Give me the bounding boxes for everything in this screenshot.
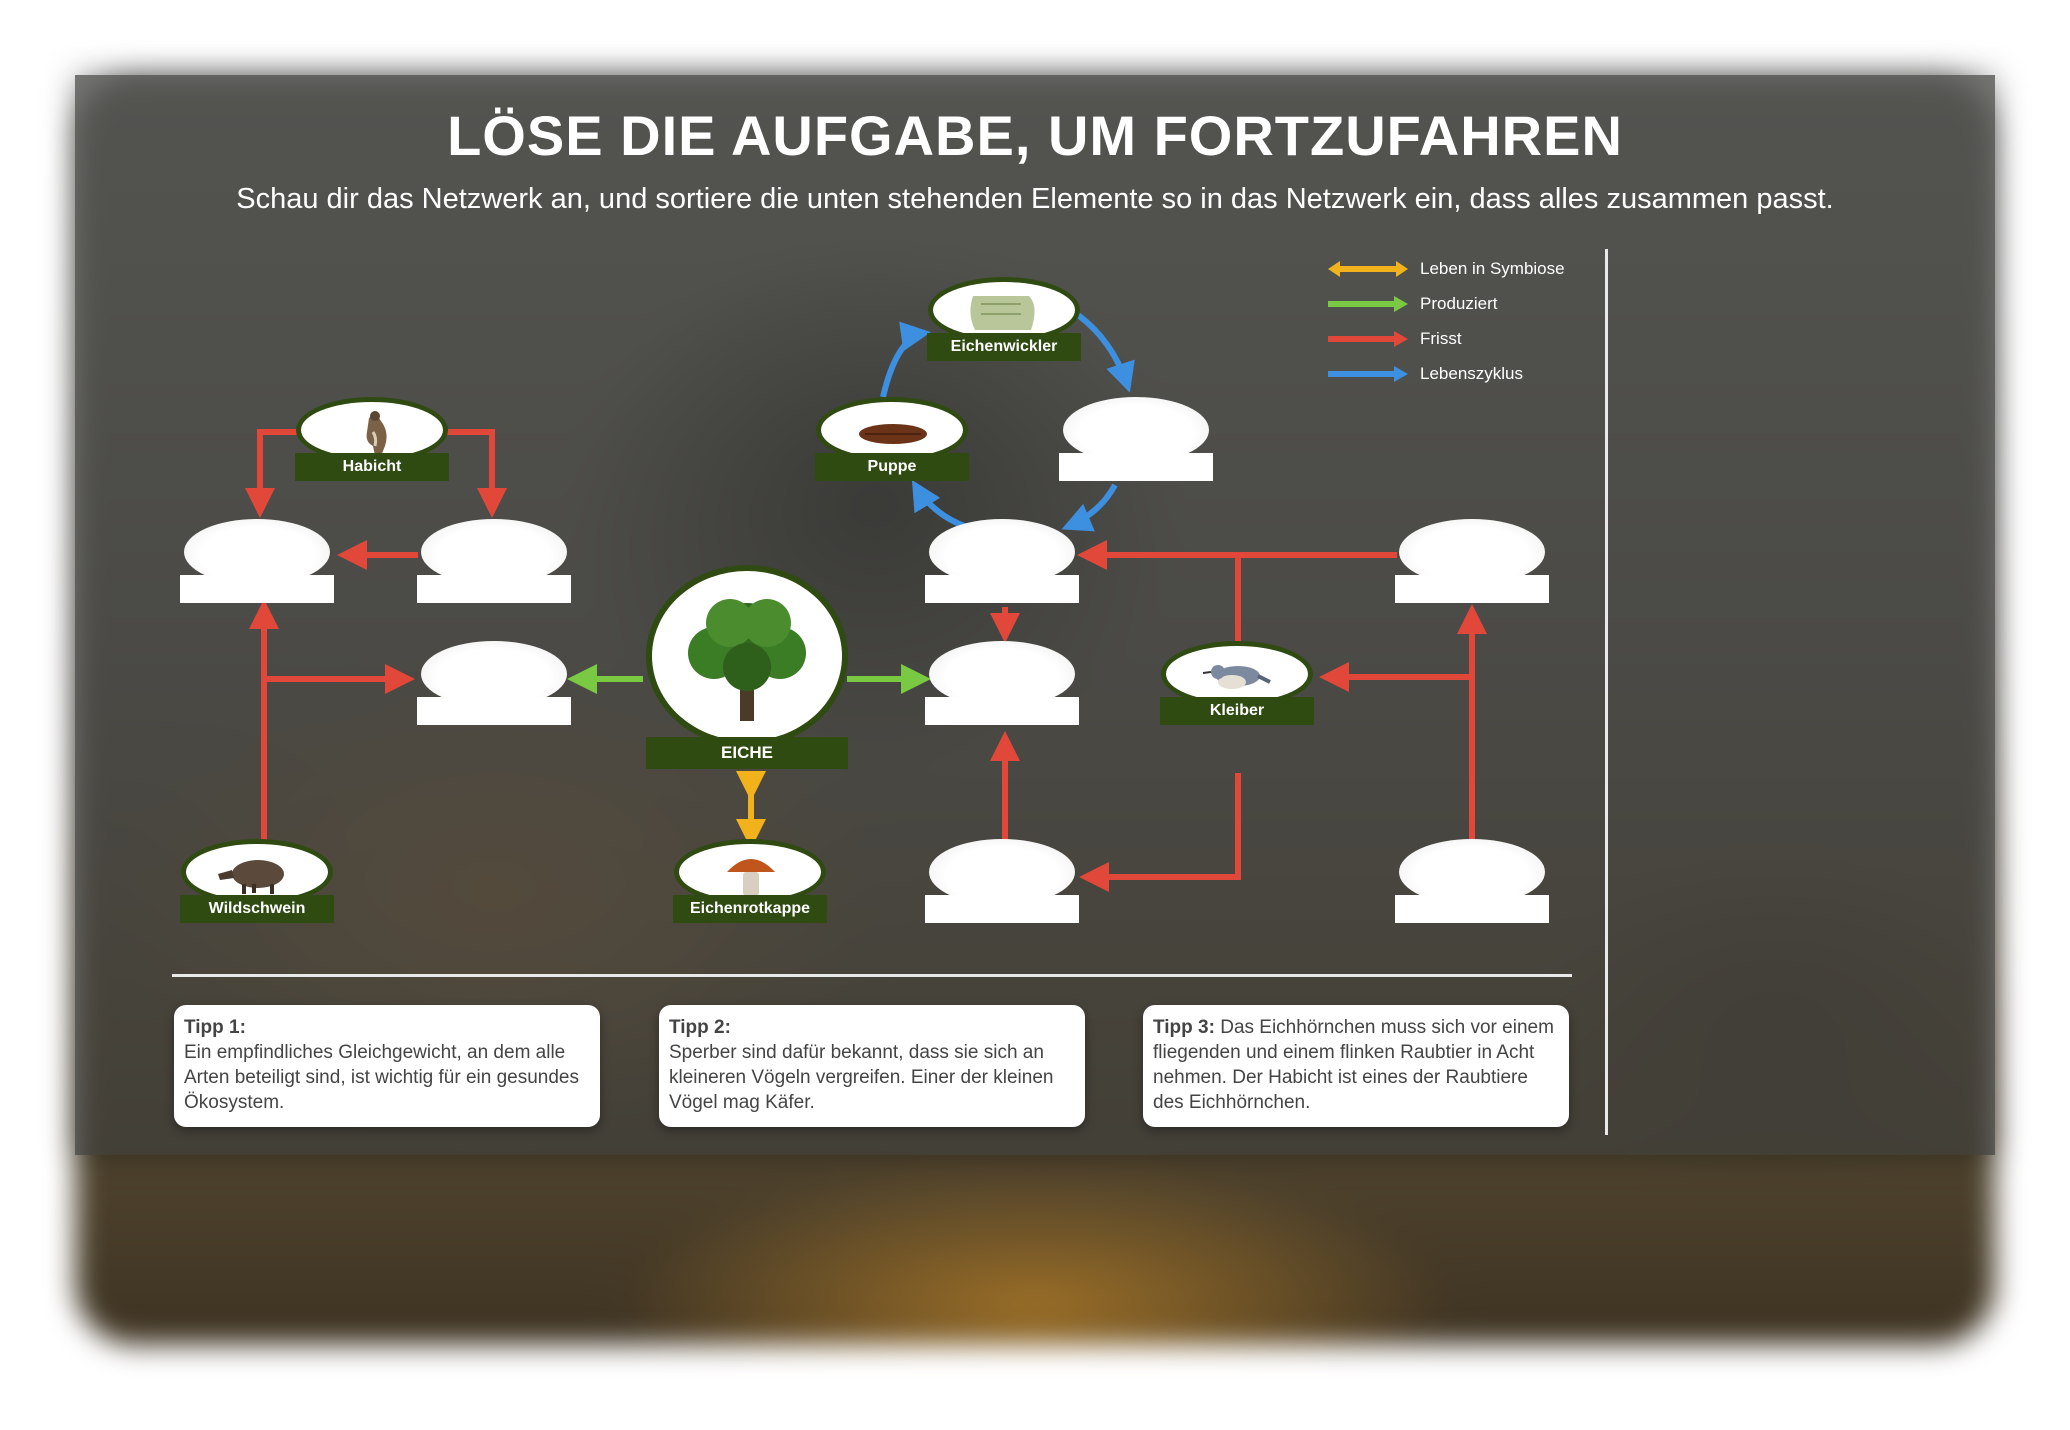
tip-text: Ein empfindliches Gleichgewicht, an dem …	[184, 1042, 579, 1113]
slot-oval	[1399, 519, 1545, 585]
slot-oval	[184, 519, 330, 585]
vertical-divider	[1605, 249, 1608, 1135]
slot-bar	[1059, 453, 1213, 481]
empty-slot[interactable]	[925, 519, 1079, 603]
moth-icon	[970, 296, 1035, 330]
puzzle-panel: LÖSE DIE AUFGABE, UM FORTZUFAHREN Schau …	[75, 75, 1995, 1155]
tip-heading: Tipp 1:	[184, 1017, 246, 1038]
arrow-icon	[1328, 296, 1408, 312]
arrow-cycle-puppe-to-wickler	[880, 321, 931, 398]
legend-label: Frisst	[1420, 329, 1462, 348]
empty-slot[interactable]	[925, 839, 1079, 923]
food-web-arrows	[245, 312, 1487, 892]
empty-slot[interactable]	[1059, 397, 1213, 481]
arrow-icon	[1328, 366, 1408, 382]
node-oval	[928, 277, 1080, 343]
legend-item-frisst: Frisst	[1328, 329, 1462, 349]
oak-tree-icon	[688, 599, 806, 721]
slot-oval	[929, 839, 1075, 905]
empty-slot[interactable]	[1395, 839, 1549, 923]
node-oval	[296, 397, 448, 463]
node-oval	[674, 839, 826, 905]
empty-slot[interactable]	[417, 519, 571, 603]
tip-text: Sperber sind dafür bekannt, dass sie sic…	[669, 1042, 1054, 1113]
slot-oval	[421, 641, 567, 707]
arrow-habicht-right	[447, 429, 507, 518]
empty-slot[interactable]	[417, 641, 571, 725]
arrow-cycle-slot-to-slot	[1061, 483, 1118, 532]
node-label: EICHE	[646, 737, 848, 769]
empty-slot[interactable]	[925, 641, 1079, 725]
node-label: Kleiber	[1160, 697, 1314, 725]
slot-oval	[929, 641, 1075, 707]
tip-heading: Tipp 2:	[669, 1017, 731, 1038]
nuthatch-icon	[1202, 665, 1271, 689]
mushroom-icon	[727, 859, 775, 896]
node-label: Wildschwein	[180, 895, 334, 923]
slot-bar	[925, 575, 1079, 603]
horizontal-divider	[172, 974, 1572, 977]
legend-label: Produziert	[1420, 294, 1498, 313]
hawk-icon	[366, 411, 387, 456]
legend-item-symbiose: Leben in Symbiose	[1328, 259, 1565, 279]
arrow-icon	[1328, 331, 1408, 347]
slot-bar	[180, 575, 334, 603]
slot-bar	[925, 697, 1079, 725]
tip-card-3: Tipp 3: Das Eichhörnchen muss sich vor e…	[1143, 1005, 1569, 1127]
arrow-cycle-wickler-to-slot	[1076, 312, 1135, 393]
tip-card-2: Tipp 2: Sperber sind dafür bekannt, dass…	[659, 1005, 1085, 1127]
node-label: Habicht	[295, 453, 449, 481]
tip-card-1: Tipp 1: Ein empfindliches Gleichgewicht,…	[174, 1005, 600, 1127]
page-subtitle: Schau dir das Netzwerk an, und sortiere …	[236, 183, 1834, 215]
pupa-icon	[859, 424, 927, 444]
tip-text: Das Eichhörnchen muss sich vor einem fli…	[1153, 1017, 1554, 1113]
node-label: Eichenrotkappe	[673, 895, 827, 923]
arrow-kleiber-to-slot	[1079, 773, 1241, 892]
slot-bar	[1395, 575, 1549, 603]
node-kleiber: Kleiber	[1160, 641, 1314, 725]
node-wildschwein: Wildschwein	[180, 839, 334, 923]
node-habicht: Habicht	[295, 397, 449, 481]
empty-slot[interactable]	[1395, 519, 1549, 603]
slot-bar	[417, 575, 571, 603]
node-eiche: EICHE	[646, 565, 848, 777]
node-eichenwickler: Eichenwickler	[927, 277, 1081, 361]
node-oval	[646, 565, 848, 747]
slot-oval	[1063, 397, 1209, 463]
page-title: LÖSE DIE AUFGABE, UM FORTZUFAHREN	[447, 104, 1623, 167]
node-label: Eichenwickler	[927, 333, 1081, 361]
legend-item-lebenszyklus: Lebenszyklus	[1328, 364, 1523, 384]
legend-item-produziert: Produziert	[1328, 294, 1497, 314]
legend-label: Leben in Symbiose	[1420, 259, 1565, 278]
node-puppe: Puppe	[815, 397, 969, 481]
empty-slot[interactable]	[180, 519, 334, 603]
slot-bar	[1395, 895, 1549, 923]
slot-bar	[417, 697, 571, 725]
legend-label: Lebenszyklus	[1420, 364, 1524, 383]
node-label: Puppe	[815, 453, 969, 481]
slot-bar	[925, 895, 1079, 923]
arrow-habicht-left	[245, 429, 299, 518]
slot-oval	[929, 519, 1075, 585]
node-oval	[816, 397, 968, 463]
boar-icon	[218, 860, 284, 894]
tip-heading: Tipp 3:	[1153, 1017, 1215, 1038]
slot-oval	[1399, 839, 1545, 905]
double-arrow-icon	[1328, 261, 1408, 277]
node-eichenrotkappe: Eichenrotkappe	[673, 839, 827, 923]
slot-oval	[421, 519, 567, 585]
